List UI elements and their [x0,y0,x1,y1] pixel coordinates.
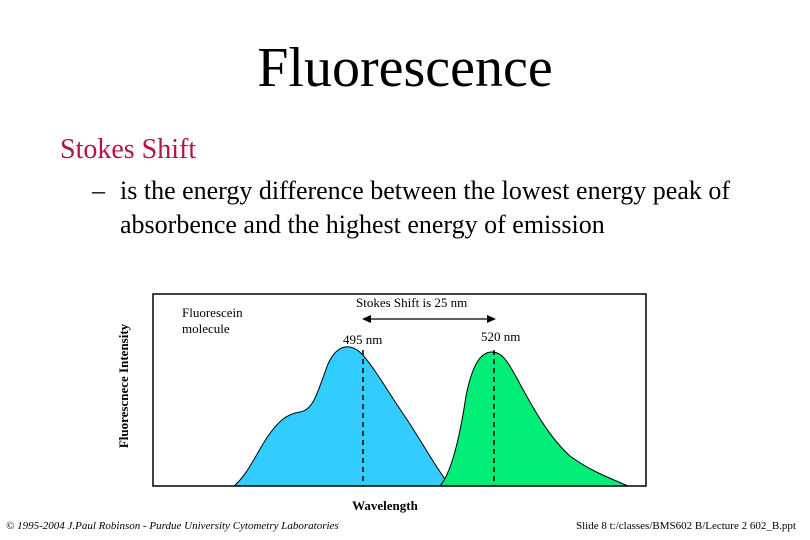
shift-arrow-right-head [487,315,496,323]
sub-bullet-dash: – [92,176,105,205]
y-axis-label: Fluorescnece Intensity [116,323,131,448]
footer-slide-info: Slide 8 t:/classes/BMS602 B/Lecture 2 60… [576,520,796,532]
sub-bullet-text: is the energy difference between the low… [120,176,731,239]
bullet-stokes-shift: Stokes Shift [60,134,197,165]
x-axis-label: Wavelength [352,498,418,513]
emission-curve [438,351,629,487]
peak2-label: 520 nm [481,329,520,344]
stokes-shift-figure: Fluorescnece Intensity Fluorescein molec… [100,286,660,518]
shift-label: Stokes Shift is 25 nm [356,295,467,310]
plot-frame [152,293,647,487]
footer-copyright: © 1995-2004 J.Paul Robinson - Purdue Uni… [6,520,339,532]
molecule-label-line1: Fluorescein [182,305,243,320]
molecule-label-line2: molecule [182,321,230,336]
spectrum-plot: Fluorescnece Intensity Fluorescein molec… [116,293,647,513]
shift-arrow-left-head [362,315,371,323]
sub-bullet-definition: – is the energy difference between the l… [92,174,782,242]
absorbance-curve [232,346,452,487]
peak1-label: 495 nm [343,332,382,347]
slide-title: Fluorescence [257,37,553,99]
